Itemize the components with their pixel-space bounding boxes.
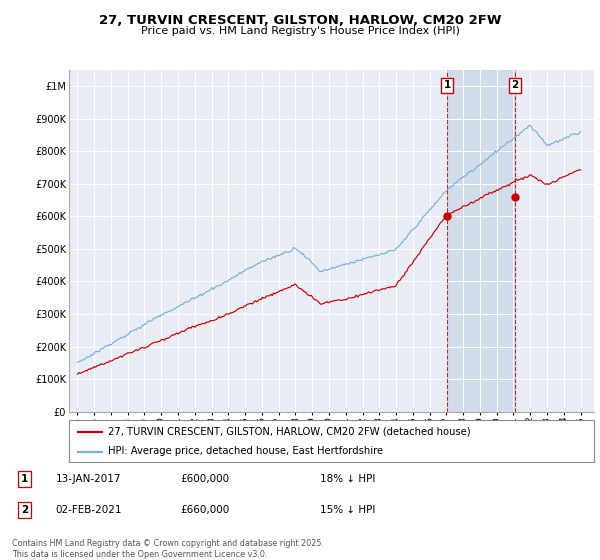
Text: 02-FEB-2021: 02-FEB-2021 bbox=[56, 505, 122, 515]
Point bbox=[442, 212, 452, 221]
Text: This data is licensed under the Open Government Licence v3.0.: This data is licensed under the Open Gov… bbox=[12, 550, 268, 559]
Text: 2: 2 bbox=[512, 81, 519, 90]
FancyBboxPatch shape bbox=[69, 420, 594, 462]
Text: Price paid vs. HM Land Registry's House Price Index (HPI): Price paid vs. HM Land Registry's House … bbox=[140, 26, 460, 36]
Point bbox=[511, 193, 520, 202]
Bar bbox=[447, 70, 515, 412]
Text: HPI: Average price, detached house, East Hertfordshire: HPI: Average price, detached house, East… bbox=[109, 446, 383, 456]
Text: £660,000: £660,000 bbox=[181, 505, 230, 515]
Text: 15% ↓ HPI: 15% ↓ HPI bbox=[320, 505, 376, 515]
Text: 27, TURVIN CRESCENT, GILSTON, HARLOW, CM20 2FW (detached house): 27, TURVIN CRESCENT, GILSTON, HARLOW, CM… bbox=[109, 427, 471, 437]
Text: 18% ↓ HPI: 18% ↓ HPI bbox=[320, 474, 376, 484]
Text: 1: 1 bbox=[21, 474, 28, 484]
Text: £600,000: £600,000 bbox=[181, 474, 230, 484]
Text: Contains HM Land Registry data © Crown copyright and database right 2025.: Contains HM Land Registry data © Crown c… bbox=[12, 539, 324, 548]
Text: 1: 1 bbox=[443, 81, 451, 90]
Text: 27, TURVIN CRESCENT, GILSTON, HARLOW, CM20 2FW: 27, TURVIN CRESCENT, GILSTON, HARLOW, CM… bbox=[99, 14, 501, 27]
Text: 2: 2 bbox=[21, 505, 28, 515]
Text: 13-JAN-2017: 13-JAN-2017 bbox=[56, 474, 121, 484]
